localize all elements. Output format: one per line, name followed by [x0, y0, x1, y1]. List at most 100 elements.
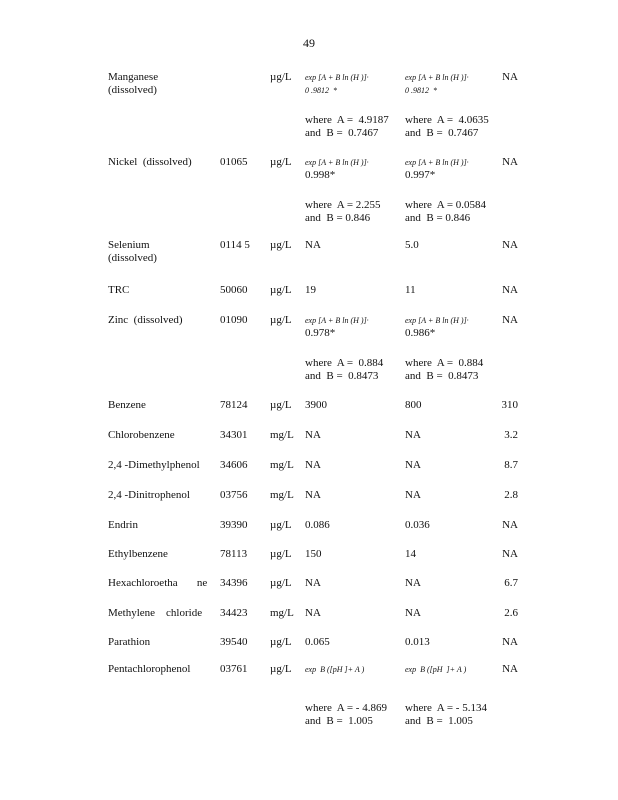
criterion-value-2: NA	[405, 489, 421, 501]
unit: µg/L	[270, 284, 292, 296]
criterion-value-3: 310	[501, 399, 519, 411]
formula-coefficients: where A = 0.0584 and B = 0.846	[405, 199, 486, 225]
criterion-value-1: NA	[305, 577, 321, 589]
criterion-value-2: NA	[405, 459, 421, 471]
unit: µg/L	[270, 239, 292, 251]
formula-factor: 0.986*	[405, 327, 436, 339]
formula-factor: 0 .9812 *	[305, 86, 337, 95]
coefficient-line: and B = 0.8473	[405, 370, 479, 382]
criterion-value-1: 3900	[305, 399, 327, 411]
coefficient-line: where A = 0.884	[405, 357, 484, 369]
name-line: TRC	[108, 284, 130, 296]
substance-name: 2,4 -Dimethylphenol	[108, 459, 200, 472]
name-line: Manganese	[108, 71, 159, 83]
unit: mg/L	[270, 429, 294, 441]
substance-name: Chlorobenzene	[108, 429, 175, 442]
coefficient-line: where A = 0.0584	[405, 199, 487, 211]
criterion-value-3: NA	[502, 663, 518, 675]
substance-name: Endrin	[108, 519, 138, 532]
coefficient-line: where A = 4.0635	[405, 114, 489, 126]
unit: µg/L	[270, 156, 292, 168]
storet-code: 34606	[220, 459, 248, 471]
name-line: Zinc (dissolved)	[108, 314, 183, 326]
criterion-value-3: NA	[502, 239, 518, 251]
unit: mg/L	[270, 459, 294, 471]
substance-name: Parathion	[108, 636, 150, 649]
name-line: Methylene chloride	[108, 607, 203, 619]
formula-coefficients: where A = - 5.134 and B = 1.005	[405, 702, 487, 728]
criterion-value-1: exp [A + B ln (H )]· 0 .9812 * where A = 4…	[305, 71, 389, 140]
name-line: Endrin	[108, 519, 138, 531]
substance-name: Ethylbenzene	[108, 548, 168, 561]
criterion-value-1: NA	[305, 239, 321, 251]
substance-name: Zinc (dissolved)	[108, 314, 183, 327]
substance-name: Methylene chloride	[108, 607, 202, 620]
storet-code: 03761	[220, 663, 248, 675]
coefficient-line: where A = 0.884	[305, 357, 384, 369]
formula-factor: 0.997*	[405, 169, 436, 181]
criterion-value-2: exp [A + B ln (H )]· 0 .9812 * where A = 4…	[405, 71, 489, 140]
unit: µg/L	[270, 519, 292, 531]
storet-code: 34301	[220, 429, 248, 441]
criterion-value-3: 3.2	[504, 429, 518, 441]
criterion-value-1: 0.086	[305, 519, 330, 531]
storet-code: 39540	[220, 636, 248, 648]
criterion-value-1: NA	[305, 459, 321, 471]
criterion-value-3: NA	[502, 548, 518, 560]
storet-code: 50060	[220, 284, 248, 296]
coefficient-line: and B = 0.846	[305, 212, 371, 224]
storet-code: 78113	[220, 548, 248, 560]
formula: exp [A + B ln (H )]·	[305, 158, 369, 167]
formula: exp [A + B ln (H )]·	[305, 73, 369, 82]
criterion-value-2: exp [A + B ln (H )]· 0.986* where A = 0.88…	[405, 314, 483, 383]
unit: µg/L	[270, 577, 292, 589]
substance-name: 2,4 -Dinitrophenol	[108, 489, 190, 502]
name-line: 2,4 -Dimethylphenol	[108, 459, 200, 471]
criterion-value-3: NA	[502, 314, 518, 326]
storet-code: 03756	[220, 489, 248, 501]
coefficient-line: where A = 2.255	[305, 199, 381, 211]
criterion-value-2: exp B ([pH ]+ A ) where A = - 5.134 and B …	[405, 663, 487, 728]
substance-name: Selenium (dissolved)	[108, 239, 157, 265]
formula-factor: 0.998*	[305, 169, 336, 181]
unit: µg/L	[270, 399, 292, 411]
name-line: Ethylbenzene	[108, 548, 168, 560]
unit: mg/L	[270, 489, 294, 501]
name-line: (dissolved)	[108, 252, 157, 264]
criterion-value-2: 0.013	[405, 636, 430, 648]
criterion-value-2: 800	[405, 399, 422, 411]
criterion-value-2: 5.0	[405, 239, 419, 251]
storet-code: 34423	[220, 607, 248, 619]
criterion-value-1: 150	[305, 548, 322, 560]
formula-factor: 0 .9812 *	[405, 86, 437, 95]
name-line: (dissolved)	[108, 84, 157, 96]
formula: exp B ([pH ]+ A )	[305, 665, 365, 674]
storet-code: 0114 5	[220, 239, 250, 251]
coefficient-line: and B = 1.005	[305, 715, 373, 727]
criterion-value-3: NA	[502, 71, 518, 83]
criterion-value-3: NA	[502, 636, 518, 648]
criterion-value-3: 6.7	[504, 577, 518, 589]
formula-coefficients: where A = 4.0635 and B = 0.7467	[405, 114, 489, 140]
criterion-value-3: 8.7	[504, 459, 518, 471]
criterion-value-1: exp B ([pH ]+ A ) where A = - 4.869 and B …	[305, 663, 387, 728]
coefficient-line: where A = 4.9187	[305, 114, 389, 126]
storet-code: 39390	[220, 519, 248, 531]
formula-coefficients: where A = 0.884 and B = 0.8473	[305, 357, 383, 383]
storet-code: 01065	[220, 156, 248, 168]
formula-coefficients: where A = 0.884 and B = 0.8473	[405, 357, 483, 383]
criterion-value-2: NA	[405, 429, 421, 441]
formula-coefficients: where A = 4.9187 and B = 0.7467	[305, 114, 389, 140]
substance-name: Hexachloroetha ne	[108, 577, 207, 590]
criterion-value-2: NA	[405, 577, 421, 589]
criterion-value-3: NA	[502, 284, 518, 296]
substance-name: TRC	[108, 284, 129, 297]
name-line: Pentachlorophenol	[108, 663, 191, 675]
criterion-value-3: NA	[502, 519, 518, 531]
substance-name: Nickel (dissolved)	[108, 156, 192, 169]
criterion-value-1: NA	[305, 429, 321, 441]
page-number: 49	[303, 36, 315, 50]
coefficient-line: and B = 0.7467	[305, 127, 379, 139]
formula-factor: 0.978*	[305, 327, 336, 339]
coefficient-line: where A = - 5.134	[405, 702, 487, 714]
